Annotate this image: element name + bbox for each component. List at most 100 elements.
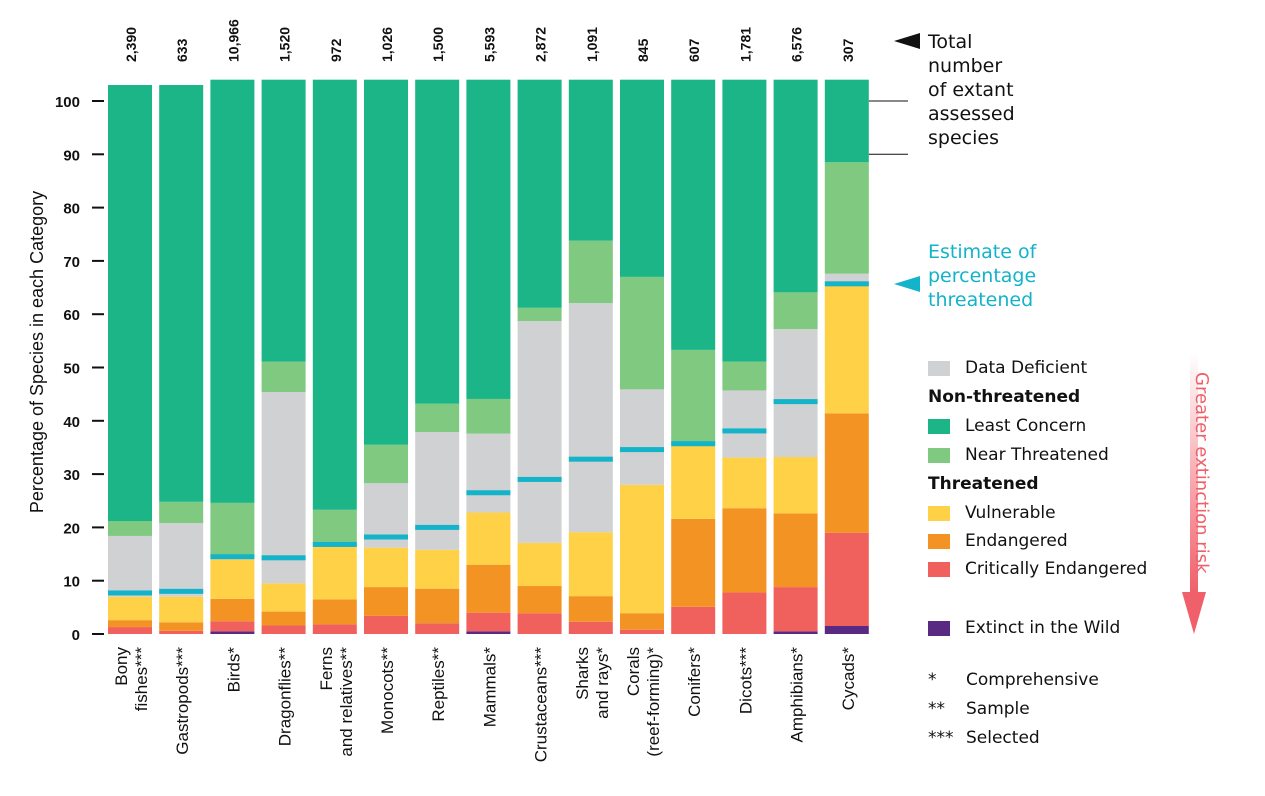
bar-segment-near-threatened [159, 501, 204, 524]
bar-segment-vulnerable [466, 512, 511, 565]
estimate-label-line: threatened [928, 289, 1034, 311]
bar-total-label: 1,091 [584, 27, 600, 62]
note-selected: *** Selected [928, 726, 1040, 750]
legend-swatch [928, 561, 950, 577]
bar-segment-endangered [108, 620, 152, 628]
total-label-line: of extant [928, 79, 1014, 101]
bar-segment-least-concern [210, 79, 255, 503]
estimate-threatened-label: Estimate of percentage threatened [928, 240, 1036, 312]
legend-label: Least Concern [965, 416, 1087, 436]
legend-item-critically-endangered: Critically Endangered [928, 557, 1147, 581]
bar-segment-critically-endangered [722, 592, 767, 634]
total-label-line: assessed [928, 103, 1015, 125]
y-tick-label: 40 [63, 414, 80, 431]
bar-segment-endangered [466, 564, 511, 613]
bar-segment-near-threatened [620, 276, 664, 390]
x-category-label: Bonyfishes*** [112, 647, 151, 712]
legend-item-least-concern: Least Concern [928, 414, 1086, 438]
total-species-label: Total number of extant assessed species [928, 30, 1015, 150]
bar-total-label: 1,500 [430, 27, 446, 62]
bar-segment-least-concern [671, 79, 716, 350]
bar-segment-critically-endangered [364, 615, 408, 634]
bar-segment-critically-endangered [517, 613, 562, 634]
legend-label: Data Deficient [965, 358, 1088, 378]
legend-item-vulnerable: Vulnerable [928, 501, 1056, 525]
note-text: Sample [966, 699, 1030, 719]
legend-label: Endangered [965, 531, 1068, 551]
bar-segment-endangered [722, 508, 767, 593]
bar-segment-near-threatened [568, 240, 613, 304]
total-label-line: number [928, 55, 1003, 77]
bar-segment-vulnerable [312, 546, 357, 600]
legend-heading-threatened: Threatened [928, 474, 1039, 494]
legend-swatch [928, 447, 950, 463]
bar-segment-near-threatened [364, 444, 408, 484]
bar-segment-critically-endangered [620, 629, 664, 634]
bar-segment-endangered [773, 513, 818, 588]
y-tick-label: 0 [72, 627, 80, 644]
estimate-threatened-marker [722, 428, 767, 434]
legend-label: Vulnerable [965, 503, 1056, 523]
y-tick-label: 90 [63, 147, 80, 164]
x-category-label: Monocots** [378, 647, 397, 734]
bar-segment-near-threatened [824, 162, 869, 274]
bar-segment-least-concern [824, 79, 869, 163]
greater-extinction-risk-label: Greater extinction risk [1191, 372, 1212, 574]
bar-segment-least-concern [312, 79, 357, 510]
estimate-threatened-marker [210, 554, 255, 560]
bar-segment-near-threatened [108, 521, 152, 536]
y-axis-title: Percentage of Species in each Category [27, 191, 47, 513]
legend-label: Critically Endangered [965, 559, 1148, 579]
bar-segment-endangered [415, 588, 460, 624]
x-category-label: Gastropods*** [173, 647, 192, 755]
estimate-threatened-marker [773, 399, 818, 405]
x-category-label: Amphibians* [788, 647, 807, 743]
bar-segment-least-concern [364, 79, 408, 445]
bar-total-label: 2,872 [533, 27, 549, 62]
x-category-label: Mammals* [480, 647, 499, 728]
bar-segment-vulnerable [722, 457, 767, 509]
bar-segment-vulnerable [108, 596, 152, 621]
bar-segment-vulnerable [261, 583, 306, 612]
x-category-label: Dragonflies** [276, 647, 295, 747]
bar-segment-extinct-in-the-wild [824, 626, 869, 634]
estimate-threatened-marker [517, 476, 562, 482]
x-category-label: Dicots*** [736, 647, 755, 714]
legend-item-extinct-in-the-wild: Extinct in the Wild [928, 616, 1120, 640]
x-category-label: Crustaceans*** [532, 647, 551, 763]
bar-segment-vulnerable [364, 547, 408, 588]
estimate-threatened-marker [620, 447, 664, 453]
estimate-threatened-marker [466, 490, 511, 496]
estimate-threatened-marker [364, 534, 408, 540]
bar-segment-extinct-in-the-wild [773, 631, 818, 634]
bar-segment-vulnerable [773, 457, 818, 514]
y-axis: 0 10 20 30 40 50 60 70 80 90 100 [55, 94, 908, 644]
bar-segment-vulnerable [568, 532, 613, 597]
x-category-label: Fernsand relatives** [317, 647, 356, 757]
bar-segment-extinct-in-the-wild [210, 631, 255, 634]
bar-total-label: 607 [686, 38, 702, 62]
estimate-threatened-marker [159, 588, 204, 594]
bar-segment-endangered [824, 413, 869, 533]
legend-item-near-threatened: Near Threatened [928, 443, 1109, 467]
estimate-threatened-marker [671, 441, 716, 447]
x-category-label: Birds* [224, 647, 243, 693]
estimate-threatened-marker [824, 281, 869, 287]
note-symbol: ** [928, 699, 945, 719]
bar-segment-least-concern [773, 79, 818, 293]
y-tick-label: 60 [63, 307, 80, 324]
bar-segment-near-threatened [773, 292, 818, 330]
note-symbol: * [928, 670, 937, 690]
y-tick-label: 50 [63, 361, 80, 378]
bar-segment-vulnerable [620, 484, 664, 614]
bar-segment-data-deficient [568, 303, 613, 533]
x-category-label: Conifers* [685, 647, 704, 717]
bar-segment-critically-endangered [671, 606, 716, 634]
bar-segment-near-threatened [261, 361, 306, 393]
bar-segment-endangered [671, 518, 716, 607]
bar-segment-endangered [568, 596, 613, 622]
y-tick-label: 80 [63, 201, 80, 218]
x-category-label: Corals(reef-forming)* [624, 647, 663, 757]
bar-segment-extinct-in-the-wild [466, 631, 511, 634]
